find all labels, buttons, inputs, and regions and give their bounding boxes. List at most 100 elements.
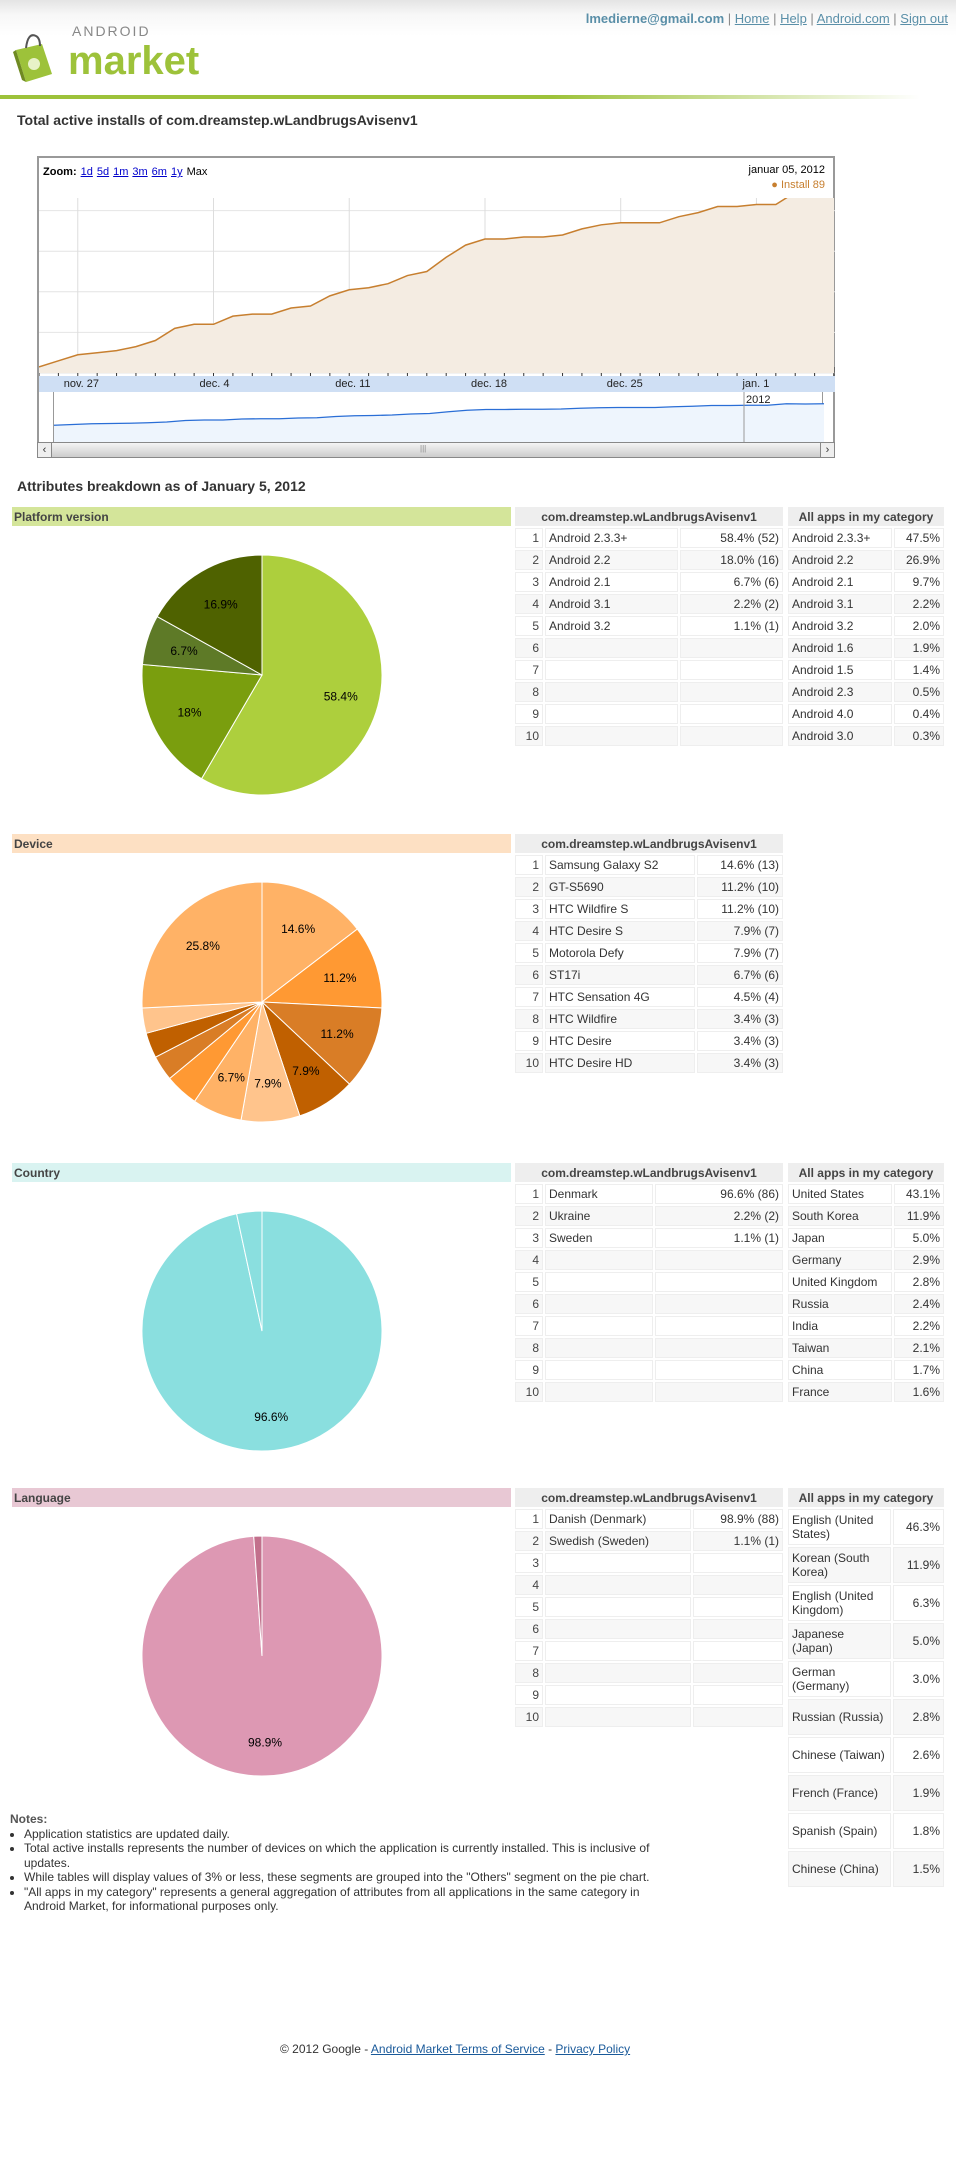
- table-row: 5: [515, 1597, 783, 1617]
- row-value: 5.0%: [894, 1228, 944, 1248]
- sign-out-link[interactable]: Sign out: [900, 11, 948, 26]
- row-name: ST17i: [545, 965, 696, 985]
- x-tick-label: dec. 25: [606, 378, 643, 390]
- pie-slice[interactable]: [200, 554, 383, 796]
- row-value: [680, 726, 783, 746]
- pie-slice[interactable]: [260, 1001, 383, 1085]
- notes: Notes: Application statistics are update…: [10, 1812, 670, 1914]
- row-index: 4: [515, 1575, 543, 1595]
- row-name: Android 3.2: [545, 616, 679, 636]
- table-row: 10: [515, 726, 783, 746]
- row-value: 2.0%: [894, 616, 944, 636]
- zoom-3m[interactable]: 3m: [132, 166, 148, 178]
- row-name: [545, 1294, 654, 1314]
- terms-link[interactable]: Android Market Terms of Service: [370, 2042, 545, 2056]
- row-name: United States: [788, 1184, 892, 1204]
- row-index: 8: [515, 1009, 543, 1029]
- row-index: 10: [515, 1053, 543, 1073]
- table-row: United States 43.1%: [788, 1184, 944, 1204]
- language-category-table: All apps in my category English (United S…: [786, 1486, 946, 1889]
- row-name: GT-S5690: [545, 877, 696, 897]
- range-scrollbar[interactable]: ‹ ||| ›: [37, 442, 835, 458]
- zoom-1m[interactable]: 1m: [113, 166, 129, 178]
- row-name: [545, 1382, 654, 1402]
- row-name: Ukraine: [545, 1206, 654, 1226]
- table-row: Android 2.2 26.9%: [788, 550, 944, 570]
- note-item: While tables will display values of 3% o…: [24, 1870, 670, 1885]
- row-name: [545, 704, 679, 724]
- row-value: 11.9%: [894, 1206, 944, 1226]
- pie-slice[interactable]: [235, 1210, 263, 1332]
- x-tick-label: jan. 1: [742, 378, 770, 390]
- table-row: 6: [515, 1619, 783, 1639]
- row-value: 2.2% (2): [655, 1206, 783, 1226]
- x-axis: nov. 27 dec. 4 dec. 11 dec. 18 dec. 25 jan. 1: [39, 376, 835, 392]
- privacy-link[interactable]: Privacy Policy: [555, 2042, 631, 2056]
- table-row: 10 HTC Desire HD 3.4% (3): [515, 1053, 783, 1073]
- row-value: 2.1%: [894, 1338, 944, 1358]
- table-row: 1 Samsung Galaxy S2 14.6% (13): [515, 855, 783, 875]
- row-name: Taiwan: [788, 1338, 892, 1358]
- row-index: 1: [515, 1509, 543, 1529]
- footer: © 2012 Google - Android Market Terms of …: [280, 2042, 630, 2056]
- install-line: [39, 198, 788, 368]
- row-value: [655, 1316, 783, 1336]
- help-link[interactable]: Help: [780, 11, 807, 26]
- row-name: Spanish (Spain): [788, 1813, 891, 1849]
- table-row: Android 3.1 2.2%: [788, 594, 944, 614]
- scroll-left-icon[interactable]: ‹: [38, 443, 52, 457]
- zoom-6m[interactable]: 6m: [151, 166, 167, 178]
- table-row: India 2.2%: [788, 1316, 944, 1336]
- pie-slice[interactable]: [141, 881, 263, 1009]
- row-value: [692, 1553, 783, 1573]
- language-app-table: com.dreamstep.wLandbrugsAvisenv1 1 Danish …: [513, 1486, 785, 1729]
- x-tick-label: dec. 4: [199, 378, 230, 390]
- table-row: 6 ST17i 6.7% (6): [515, 965, 783, 985]
- row-index: 4: [515, 1250, 543, 1270]
- row-value: 1.4%: [894, 660, 944, 680]
- pie-slice[interactable]: [260, 928, 383, 1009]
- row-index: 4: [515, 921, 543, 941]
- android-com-link[interactable]: Android.com: [816, 11, 890, 26]
- table-row: South Korea 11.9%: [788, 1206, 944, 1226]
- table-header: All apps in my category: [788, 507, 944, 526]
- scroll-grip-icon[interactable]: |||: [420, 444, 427, 453]
- svg-text:market: market: [68, 39, 199, 83]
- pie-label: 7.9%: [254, 1076, 282, 1090]
- pie-slice[interactable]: [156, 554, 263, 676]
- row-value: 1.9%: [892, 1775, 944, 1811]
- pie-slice[interactable]: [261, 881, 358, 1004]
- row-value: [692, 1685, 783, 1705]
- zoom-5d[interactable]: 5d: [96, 166, 110, 178]
- range-navigator[interactable]: 2012: [53, 392, 825, 442]
- row-name: [545, 638, 679, 658]
- pie-slice[interactable]: [141, 663, 263, 780]
- pie-slice[interactable]: [253, 1535, 263, 1657]
- zoom-1d[interactable]: 1d: [80, 166, 93, 178]
- home-link[interactable]: Home: [734, 11, 770, 26]
- row-index: 6: [515, 965, 543, 985]
- table-row: 2 Ukraine 2.2% (2): [515, 1206, 783, 1226]
- row-value: 1.6%: [894, 1382, 944, 1402]
- navigator-plot: [53, 392, 825, 442]
- row-name: China: [788, 1360, 892, 1380]
- table-row: 2 Android 2.2 18.0% (16): [515, 550, 783, 570]
- row-value: 3.0%: [892, 1661, 944, 1697]
- zoom-1y[interactable]: 1y: [170, 166, 183, 178]
- row-value: [655, 1250, 783, 1270]
- android-market-logo[interactable]: ANDROID market: [12, 22, 222, 84]
- row-name: United Kingdom: [788, 1272, 892, 1292]
- row-index: 7: [515, 660, 543, 680]
- table-row: Japan 5.0%: [788, 1228, 944, 1248]
- table-row: 7 HTC Sensation 4G 4.5% (4): [515, 987, 783, 1007]
- row-name: Germany: [788, 1250, 892, 1270]
- x-tick-label: nov. 27: [63, 378, 100, 390]
- pie-label: 98.9%: [248, 1735, 282, 1749]
- pie-label: 14.6%: [281, 922, 315, 936]
- row-name: Android 1.5: [788, 660, 892, 680]
- row-index: 7: [515, 1316, 543, 1336]
- pie-label: 25.8%: [186, 939, 220, 953]
- scroll-right-icon[interactable]: ›: [820, 443, 834, 457]
- table-row: Japanese (Japan) 5.0%: [788, 1623, 944, 1659]
- row-value: 2.6%: [892, 1737, 944, 1773]
